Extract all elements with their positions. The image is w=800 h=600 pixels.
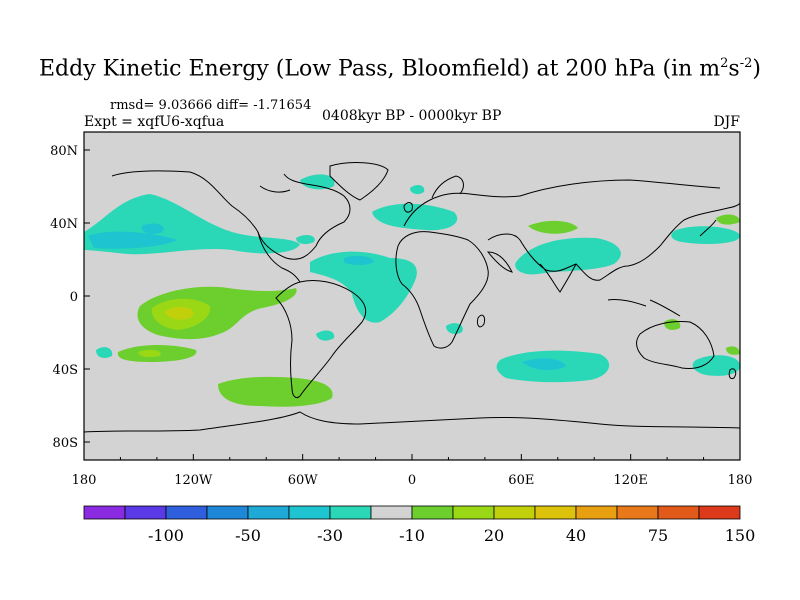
coastlines bbox=[84, 162, 740, 433]
lon-label-1: 120W bbox=[174, 473, 213, 488]
lon-label-5: 120E bbox=[614, 473, 648, 488]
colorbar-label-2: -30 bbox=[317, 526, 343, 545]
title-main: Eddy Kinetic Energy (Low Pass, Bloomfiel… bbox=[39, 56, 721, 82]
madagascar-coast bbox=[477, 314, 485, 328]
north-atlantic-anomaly bbox=[372, 203, 458, 231]
lon-label-3: 0 bbox=[408, 473, 416, 488]
title-s: s bbox=[728, 56, 740, 82]
lon-label-4: 60E bbox=[508, 473, 534, 488]
colorbar-swatch-3 bbox=[206, 505, 249, 520]
scandinavia-coast bbox=[431, 175, 464, 199]
north-america-coast bbox=[111, 170, 351, 260]
colorbar-swatch-15 bbox=[698, 505, 741, 520]
lat-label-1: 40N bbox=[50, 217, 78, 232]
lon-label-6: 180 bbox=[728, 473, 753, 488]
colorbar-label-5: 40 bbox=[566, 526, 586, 545]
lon-label-0: 180 bbox=[72, 473, 97, 488]
lat-label-3: 40S bbox=[53, 363, 78, 378]
colorbar-swatch-10 bbox=[493, 505, 536, 520]
lat-label-0: 80N bbox=[50, 144, 78, 159]
lat-label-2: 0 bbox=[70, 290, 78, 305]
europe-coast bbox=[403, 192, 521, 227]
hudson-bay-coast bbox=[259, 185, 291, 193]
season-label: DJF bbox=[713, 114, 740, 130]
colorbar-swatch-1 bbox=[124, 505, 167, 520]
new-zealand-coast bbox=[728, 368, 737, 379]
saharan-anomaly bbox=[310, 251, 417, 323]
anomaly-fields bbox=[84, 174, 740, 407]
latitude-axis: 80N 40N 0 40S 80S bbox=[50, 144, 90, 451]
experiment-label: Expt = xqfU6-xqfua bbox=[84, 114, 225, 130]
lat-label-4: 80S bbox=[53, 436, 78, 451]
hawaii-anomaly bbox=[141, 223, 164, 234]
south-atlantic-anomaly bbox=[218, 376, 333, 407]
colorbar-label-1: -50 bbox=[235, 526, 261, 545]
colorbar-swatch-12 bbox=[575, 505, 618, 520]
north-pacific-core bbox=[88, 231, 178, 249]
antarctica-coast bbox=[84, 411, 740, 433]
east-asia-anomaly bbox=[528, 220, 578, 234]
greenland-anomaly bbox=[410, 185, 425, 195]
africa-coast bbox=[395, 231, 489, 349]
longitude-axis: 180 120W 60W 0 60E 120E 180 bbox=[72, 454, 753, 488]
colorbar bbox=[83, 505, 741, 520]
lon-label-2: 60W bbox=[288, 473, 319, 488]
colorbar-swatch-9 bbox=[452, 505, 495, 520]
colorbar-swatch-2 bbox=[165, 505, 208, 520]
southern-indian-core bbox=[522, 358, 566, 371]
period-label: 0408kyr BP - 0000kyr BP bbox=[322, 108, 502, 124]
title-sup-2: -2 bbox=[739, 56, 753, 71]
title-close: ) bbox=[752, 56, 761, 82]
colorbar-swatch-4 bbox=[247, 505, 290, 520]
west-pacific-anomaly bbox=[671, 226, 740, 244]
colorbar-label-4: 20 bbox=[484, 526, 504, 545]
india-coast bbox=[539, 263, 577, 293]
colorbar-swatch-7 bbox=[370, 505, 413, 520]
colorbar-swatch-6 bbox=[329, 505, 372, 520]
japan-coast bbox=[699, 219, 717, 237]
colorbar-labels: -100 -50 -30 -10 20 40 75 150 bbox=[148, 526, 755, 545]
british-isles-coast bbox=[403, 202, 413, 213]
australia-se-anomaly bbox=[726, 346, 740, 355]
mid-atlantic-anomaly bbox=[316, 330, 335, 341]
indonesia-coast bbox=[607, 299, 681, 317]
saharan-core bbox=[344, 255, 374, 265]
colorbar-swatch-8 bbox=[411, 505, 454, 520]
se-pacific-core bbox=[138, 349, 161, 358]
south-africa-east-anomaly bbox=[446, 323, 463, 334]
colorbar-label-7: 150 bbox=[725, 526, 756, 545]
colorbar-swatch-0 bbox=[83, 505, 126, 520]
colorbar-label-0: -100 bbox=[148, 526, 184, 545]
colorbar-swatch-14 bbox=[657, 505, 700, 520]
chart-title: Eddy Kinetic Energy (Low Pass, Bloomfiel… bbox=[0, 56, 800, 81]
colorbar-swatch-5 bbox=[288, 505, 331, 520]
colorbar-label-6: 75 bbox=[648, 526, 668, 545]
colorbar-label-3: -10 bbox=[399, 526, 425, 545]
stats-label: rmsd= 9.03666 diff= -1.71654 bbox=[110, 98, 312, 113]
japan-anomaly bbox=[716, 214, 740, 225]
colorbar-swatch-11 bbox=[534, 505, 577, 520]
title-sup-1: 2 bbox=[720, 56, 729, 71]
australia-coast bbox=[636, 321, 715, 369]
south-pacific-peak bbox=[164, 306, 194, 320]
greenland-coast bbox=[329, 162, 389, 201]
colorbar-swatch-13 bbox=[616, 505, 659, 520]
arabia-coast bbox=[486, 251, 513, 273]
us-east-anomaly bbox=[296, 235, 315, 245]
siberia-coast bbox=[519, 179, 721, 197]
arctic-anomaly bbox=[300, 174, 335, 190]
south-america-coast bbox=[275, 279, 367, 399]
central-america-coast bbox=[257, 231, 301, 283]
asia-coast bbox=[487, 196, 740, 281]
australia-south-anomaly bbox=[692, 355, 740, 376]
sw-pacific-anomaly bbox=[96, 347, 113, 358]
